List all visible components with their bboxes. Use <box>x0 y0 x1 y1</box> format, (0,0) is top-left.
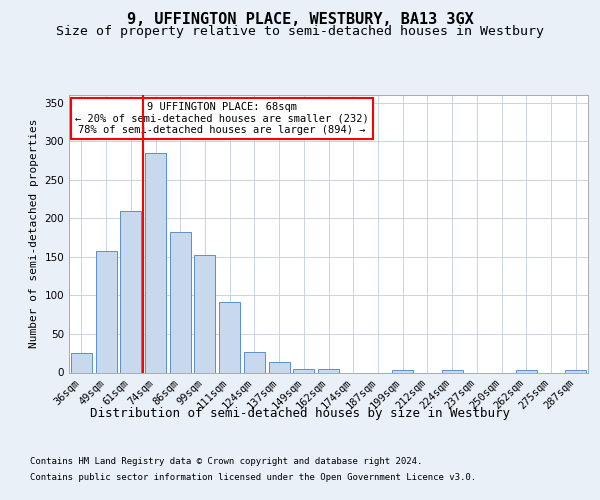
Bar <box>565 370 586 372</box>
Bar <box>95 252 116 372</box>
Bar <box>442 370 463 372</box>
Bar <box>194 256 215 372</box>
Bar <box>516 370 537 372</box>
Text: Distribution of semi-detached houses by size in Westbury: Distribution of semi-detached houses by … <box>90 408 510 420</box>
Bar <box>244 352 265 372</box>
Bar <box>293 368 314 372</box>
Y-axis label: Number of semi-detached properties: Number of semi-detached properties <box>29 119 39 348</box>
Text: Contains HM Land Registry data © Crown copyright and database right 2024.: Contains HM Land Registry data © Crown c… <box>30 458 422 466</box>
Bar <box>269 362 290 372</box>
Bar <box>145 153 166 372</box>
Bar <box>392 370 413 372</box>
Bar <box>219 302 240 372</box>
Bar <box>170 232 191 372</box>
Text: 9, UFFINGTON PLACE, WESTBURY, BA13 3GX: 9, UFFINGTON PLACE, WESTBURY, BA13 3GX <box>127 12 473 28</box>
Bar <box>71 353 92 372</box>
Text: 9 UFFINGTON PLACE: 68sqm
← 20% of semi-detached houses are smaller (232)
78% of : 9 UFFINGTON PLACE: 68sqm ← 20% of semi-d… <box>75 102 369 135</box>
Text: Size of property relative to semi-detached houses in Westbury: Size of property relative to semi-detach… <box>56 25 544 38</box>
Bar <box>318 368 339 372</box>
Bar <box>120 210 141 372</box>
Text: Contains public sector information licensed under the Open Government Licence v3: Contains public sector information licen… <box>30 472 476 482</box>
